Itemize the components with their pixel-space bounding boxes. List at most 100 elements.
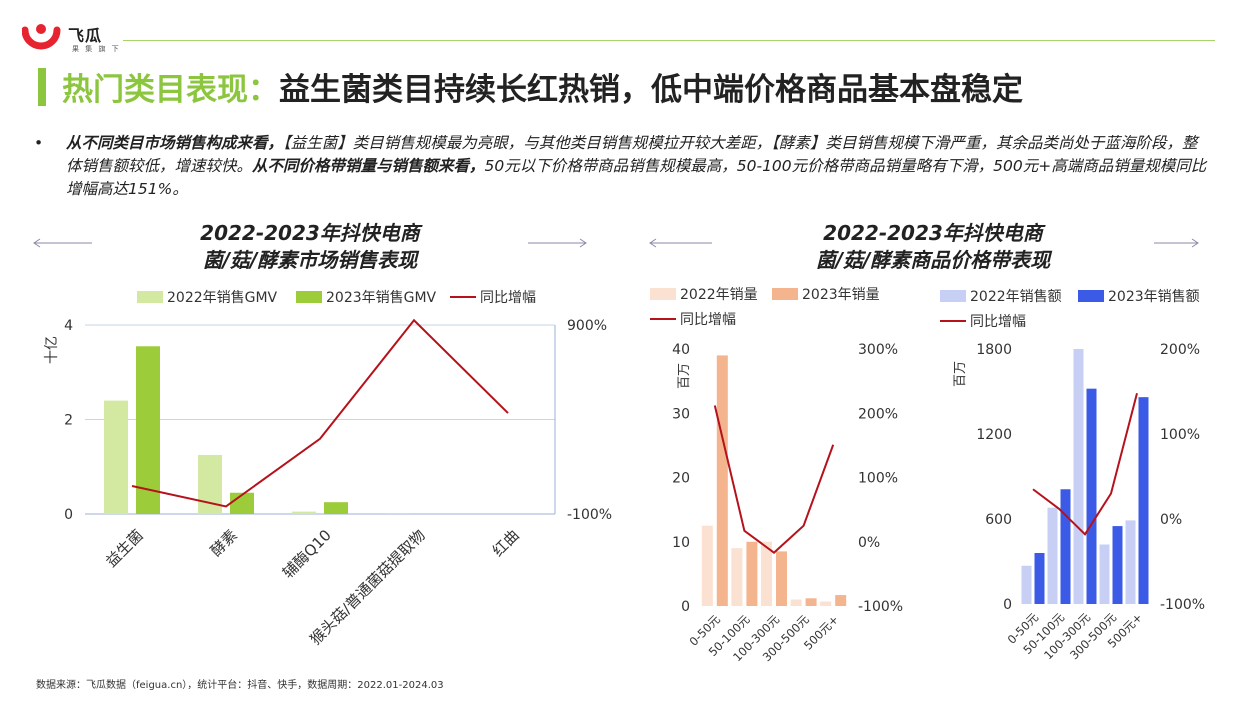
data-source: 数据来源：飞瓜数据（feigua.cn），统计平台：抖音、快手，数据周期：202…: [36, 680, 444, 691]
summary-text: • 从不同类目市场销售构成来看，【益生菌】类目销售规模最为亮眼，与其他类目销售规…: [34, 132, 1210, 201]
page-title-rest: 益生菌类目持续长红热销，低中端价格商品基本盘稳定: [279, 72, 1023, 108]
bar-2023-0: [1034, 553, 1045, 604]
chart3-bars: [1021, 349, 1149, 604]
y-tick-label: 0: [64, 507, 73, 523]
chart1-y2-ticks: -100% 900%: [567, 318, 612, 523]
yoy-line: [713, 405, 835, 554]
feigua-logo: 飞瓜 果 集 旗 下: [21, 20, 132, 56]
summary-bold-2: 从不同价格带销量与销售额来看，: [252, 157, 485, 175]
bar-2023-0: [716, 355, 728, 606]
chart2-legend-2023: 2023年销量: [802, 287, 880, 303]
y-tick-label: 2: [64, 413, 73, 429]
bar-2023-1: [746, 541, 758, 606]
chart1-legend-2023: 2023年销售GMV: [326, 290, 437, 306]
y-tick-label: 1800: [976, 342, 1012, 358]
chart3-yoy-line: [1032, 392, 1138, 536]
chart1-title-line1: 2022-2023年抖快电商: [200, 221, 423, 245]
bar-2022-2: [761, 541, 772, 606]
chart1-legend-yoy: 同比增幅: [480, 290, 536, 306]
chart1-gridlines: [85, 324, 556, 515]
y-tick-label: 30: [672, 406, 690, 422]
chart2-bars: [701, 355, 847, 606]
page-title-highlight: 热门类目表现：: [62, 72, 279, 108]
bar-2022-3: [790, 599, 802, 606]
bar-2022-2: [1073, 349, 1084, 604]
summary-paragraph: 从不同类目市场销售构成来看，【益生菌】类目销售规模最为亮眼，与其他类目销售规模拉…: [40, 132, 1210, 201]
chart-price-band-volume: 2022年销量 2023年销量 同比增幅 百万 0 10 20 30 40 -100% 0…: [650, 287, 903, 664]
y-tick-label: 4: [64, 318, 73, 334]
chart3-legend-2023: 2023年销售额: [1108, 289, 1200, 305]
chart1-ylabel: 十亿: [44, 336, 60, 364]
chart2-title-line1: 2022-2023年抖快电商: [823, 221, 1046, 245]
x-tick-label: 红曲: [489, 526, 523, 560]
bar-2022-4: [820, 601, 832, 606]
y2-tick-label: 900%: [567, 318, 607, 334]
chart3-y-ticks: 0 600 1200 1800: [976, 342, 1012, 613]
chart1-title-line2: 菌/菇/酵素市场销售表现: [203, 248, 421, 272]
chart1-legend-swatch-2022: [137, 291, 163, 303]
bar-2023-2: [1086, 388, 1097, 604]
y2-tick-label: 0%: [858, 535, 880, 551]
feigua-logo-icon: [21, 24, 61, 50]
y-tick-label: 10: [672, 535, 690, 551]
chart3-ylabel: 百万: [953, 361, 968, 387]
chart2-ylabel: 百万: [677, 363, 692, 389]
bar-2022-0: [701, 525, 713, 606]
chart2-y-ticks: 0 10 20 30 40: [672, 342, 690, 615]
chart3-legend-swatch-2023: [1078, 290, 1104, 302]
y2-tick-label: 300%: [858, 342, 898, 358]
chart1-title-right-arrow: [528, 238, 587, 248]
chart2-title-left-arrow: [649, 238, 712, 248]
x-tick-label: 酵素: [207, 526, 241, 560]
page-title: 热门类目表现：益生菌类目持续长红热销，低中端价格商品基本盘稳定: [62, 64, 1023, 109]
chart2-legend-swatch-2023: [772, 288, 798, 300]
title-accent-bar: [38, 68, 46, 106]
chart2-legend-2022: 2022年销量: [680, 287, 758, 303]
chart3-legend-swatch-2022: [940, 290, 966, 302]
chart3-legend: 2022年销售额 2023年销售额 同比增幅: [940, 289, 1200, 330]
y2-tick-label: -100%: [858, 599, 903, 615]
y-tick-label: 40: [672, 342, 690, 358]
y2-tick-label: 200%: [1160, 342, 1200, 358]
summary-text-2: 50元以下价格带商品销售规模最高，50-100元价格带商品销量略有下滑，500元…: [66, 157, 1207, 198]
yoy-line: [131, 318, 509, 508]
chart3-legend-yoy: 同比增幅: [970, 314, 1026, 330]
y2-tick-label: 100%: [858, 471, 898, 487]
bar-2022-2: [292, 511, 316, 514]
y2-tick-label: 100%: [1160, 427, 1200, 443]
chart1-legend-swatch-2023: [296, 291, 322, 303]
bar-2022-0: [104, 400, 128, 514]
bar-2022-0: [1021, 565, 1032, 604]
bar-2022-4: [1125, 520, 1136, 604]
chart2-title-line2: 菌/菇/酵素商品价格带表现: [816, 248, 1054, 272]
chart1-title-left-arrow: [33, 238, 92, 248]
bar-2023-1: [1060, 489, 1071, 604]
bar-2022-3: [1099, 544, 1110, 604]
y2-tick-label: 0%: [1160, 512, 1182, 528]
summary-text-1: 【益生菌】类目销售规模最为亮眼，与其他类目销售规模拉开较大差距，【酵素】类目销售…: [66, 134, 1198, 175]
bar-2023-2: [324, 502, 348, 514]
brand-name: 飞瓜: [68, 26, 103, 45]
y-tick-label: 20: [672, 471, 690, 487]
summary-bullet: •: [34, 134, 44, 152]
y-tick-label: 0: [1003, 597, 1012, 613]
brand-slogan: 果 集 旗 下: [72, 45, 121, 53]
x-tick-label: 益生菌: [102, 526, 147, 571]
chart1-y-ticks: 0 2 4: [64, 318, 73, 523]
y-tick-label: 1200: [976, 427, 1012, 443]
chart-price-band-header: 2022-2023年抖快电商 菌/菇/酵素商品价格带表现: [649, 221, 1199, 272]
yoy-line: [1032, 392, 1138, 536]
chart1-legend: 2022年销售GMV 2023年销售GMV 同比增幅: [137, 290, 536, 306]
chart2-legend-swatch-2022: [650, 288, 676, 300]
bar-2023-4: [835, 595, 847, 606]
chart2-yoy-line: [713, 405, 835, 554]
chart-category-sales: 2022-2023年抖快电商 菌/菇/酵素市场销售表现 2022年销售GMV 2…: [33, 221, 612, 648]
bar-2023-3: [1112, 526, 1123, 604]
y2-tick-label: 200%: [858, 406, 898, 422]
bar-2023-0: [136, 346, 160, 514]
x-tick-label: 辅酶Q10: [279, 526, 335, 582]
bar-2022-1: [1047, 507, 1058, 604]
